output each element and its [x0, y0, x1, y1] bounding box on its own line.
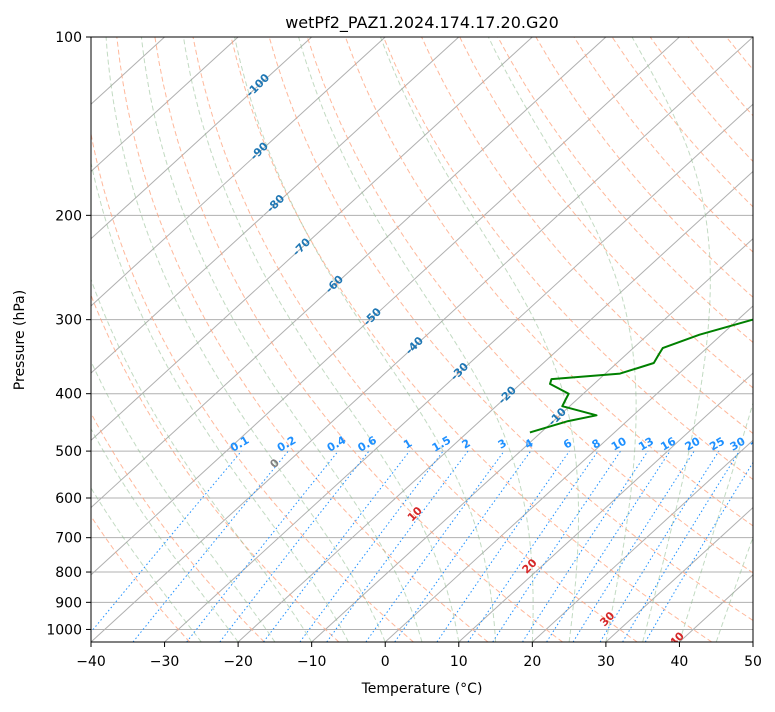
x-tick-label: 50	[744, 654, 762, 670]
x-tick-label: −30	[150, 654, 180, 670]
x-tick-label: −40	[76, 654, 106, 670]
chart-title: wetPf2_PAZ1.2024.174.17.20.G20	[285, 13, 559, 33]
x-tick-label: −20	[223, 654, 253, 670]
y-tick-label: 200	[55, 208, 82, 224]
y-tick-label: 100	[55, 30, 82, 46]
x-tick-label: 10	[450, 654, 468, 670]
isotherm-line	[753, 37, 775, 642]
x-axis-label: Temperature (°C)	[361, 681, 483, 697]
y-tick-label: 300	[55, 313, 82, 329]
y-tick-label: 1000	[46, 622, 82, 638]
y-tick-label: 800	[55, 565, 82, 581]
y-tick-label: 500	[55, 444, 82, 460]
y-axis-label: Pressure (hPa)	[12, 290, 28, 390]
x-tick-label: −10	[297, 654, 327, 670]
x-tick-label: 30	[597, 654, 615, 670]
x-tick-label: 40	[671, 654, 689, 670]
y-tick-label: 700	[55, 531, 82, 547]
x-tick-label: 20	[523, 654, 541, 670]
temperature-profile	[771, 37, 775, 432]
x-tick-label: 0	[381, 654, 390, 670]
y-tick-label: 600	[55, 491, 82, 507]
y-tick-label: 900	[55, 595, 82, 611]
dry-adiabat	[765, 37, 775, 642]
y-tick-label: 400	[55, 387, 82, 403]
